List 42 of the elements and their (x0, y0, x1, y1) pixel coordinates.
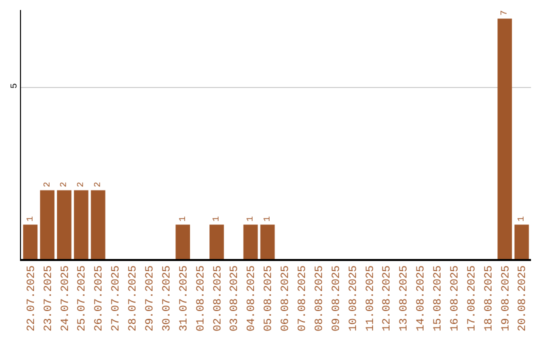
x-tick-label: 11.08.2025 (364, 265, 377, 332)
x-tick-label: 25.07.2025 (76, 265, 89, 332)
x-tick-label: 30.07.2025 (161, 265, 174, 332)
x-tick-label: 24.07.2025 (60, 265, 72, 332)
x-tick-label: 29.07.2025 (144, 265, 156, 332)
x-tick-label: 09.08.2025 (330, 265, 343, 332)
x-tick-label: 14.08.2025 (416, 265, 428, 332)
x-tick-label: 23.07.2025 (42, 265, 55, 332)
data-label: 2 (93, 182, 104, 188)
x-tick-label: 20.08.2025 (517, 265, 530, 332)
data-label: 2 (59, 182, 70, 188)
x-tick-label: 02.08.2025 (212, 265, 224, 332)
x-tick-label: 03.08.2025 (229, 265, 242, 332)
x-tick-label: 27.07.2025 (110, 265, 123, 332)
data-label: 1 (178, 216, 188, 222)
x-tick-label: 16.08.2025 (449, 265, 462, 332)
x-tick-label: 07.08.2025 (296, 265, 309, 332)
data-label: 2 (42, 182, 52, 188)
x-tick-label: 31.07.2025 (178, 265, 190, 332)
x-tick-label: 17.08.2025 (466, 265, 478, 332)
x-tick-label: 28.07.2025 (128, 265, 140, 332)
x-tick-label: 18.08.2025 (483, 265, 496, 332)
x-tick-label: 10.08.2025 (348, 265, 360, 332)
data-label: 1 (25, 216, 36, 222)
x-tick-label: 08.08.2025 (314, 265, 326, 332)
data-label: 2 (76, 182, 86, 188)
y-tick-label: 5 (9, 83, 20, 89)
x-tick-label: 12.08.2025 (382, 265, 394, 332)
x-tick-label: 22.07.2025 (26, 265, 38, 332)
x-tick-label: 19.08.2025 (500, 265, 512, 332)
x-tick-label: 26.07.2025 (94, 265, 106, 332)
x-tick-label: 13.08.2025 (398, 265, 411, 332)
data-label: 1 (246, 216, 256, 222)
x-tick-label: 05.08.2025 (263, 265, 276, 332)
data-label: 1 (516, 216, 527, 222)
data-label: 1 (212, 216, 222, 222)
data-label: 7 (500, 10, 510, 16)
x-tick-label: 15.08.2025 (432, 265, 445, 332)
x-tick-label: 01.08.2025 (195, 265, 208, 332)
x-tick-label: 06.08.2025 (280, 265, 292, 332)
data-label: 1 (262, 216, 273, 222)
x-tick-label: 04.08.2025 (246, 265, 258, 332)
